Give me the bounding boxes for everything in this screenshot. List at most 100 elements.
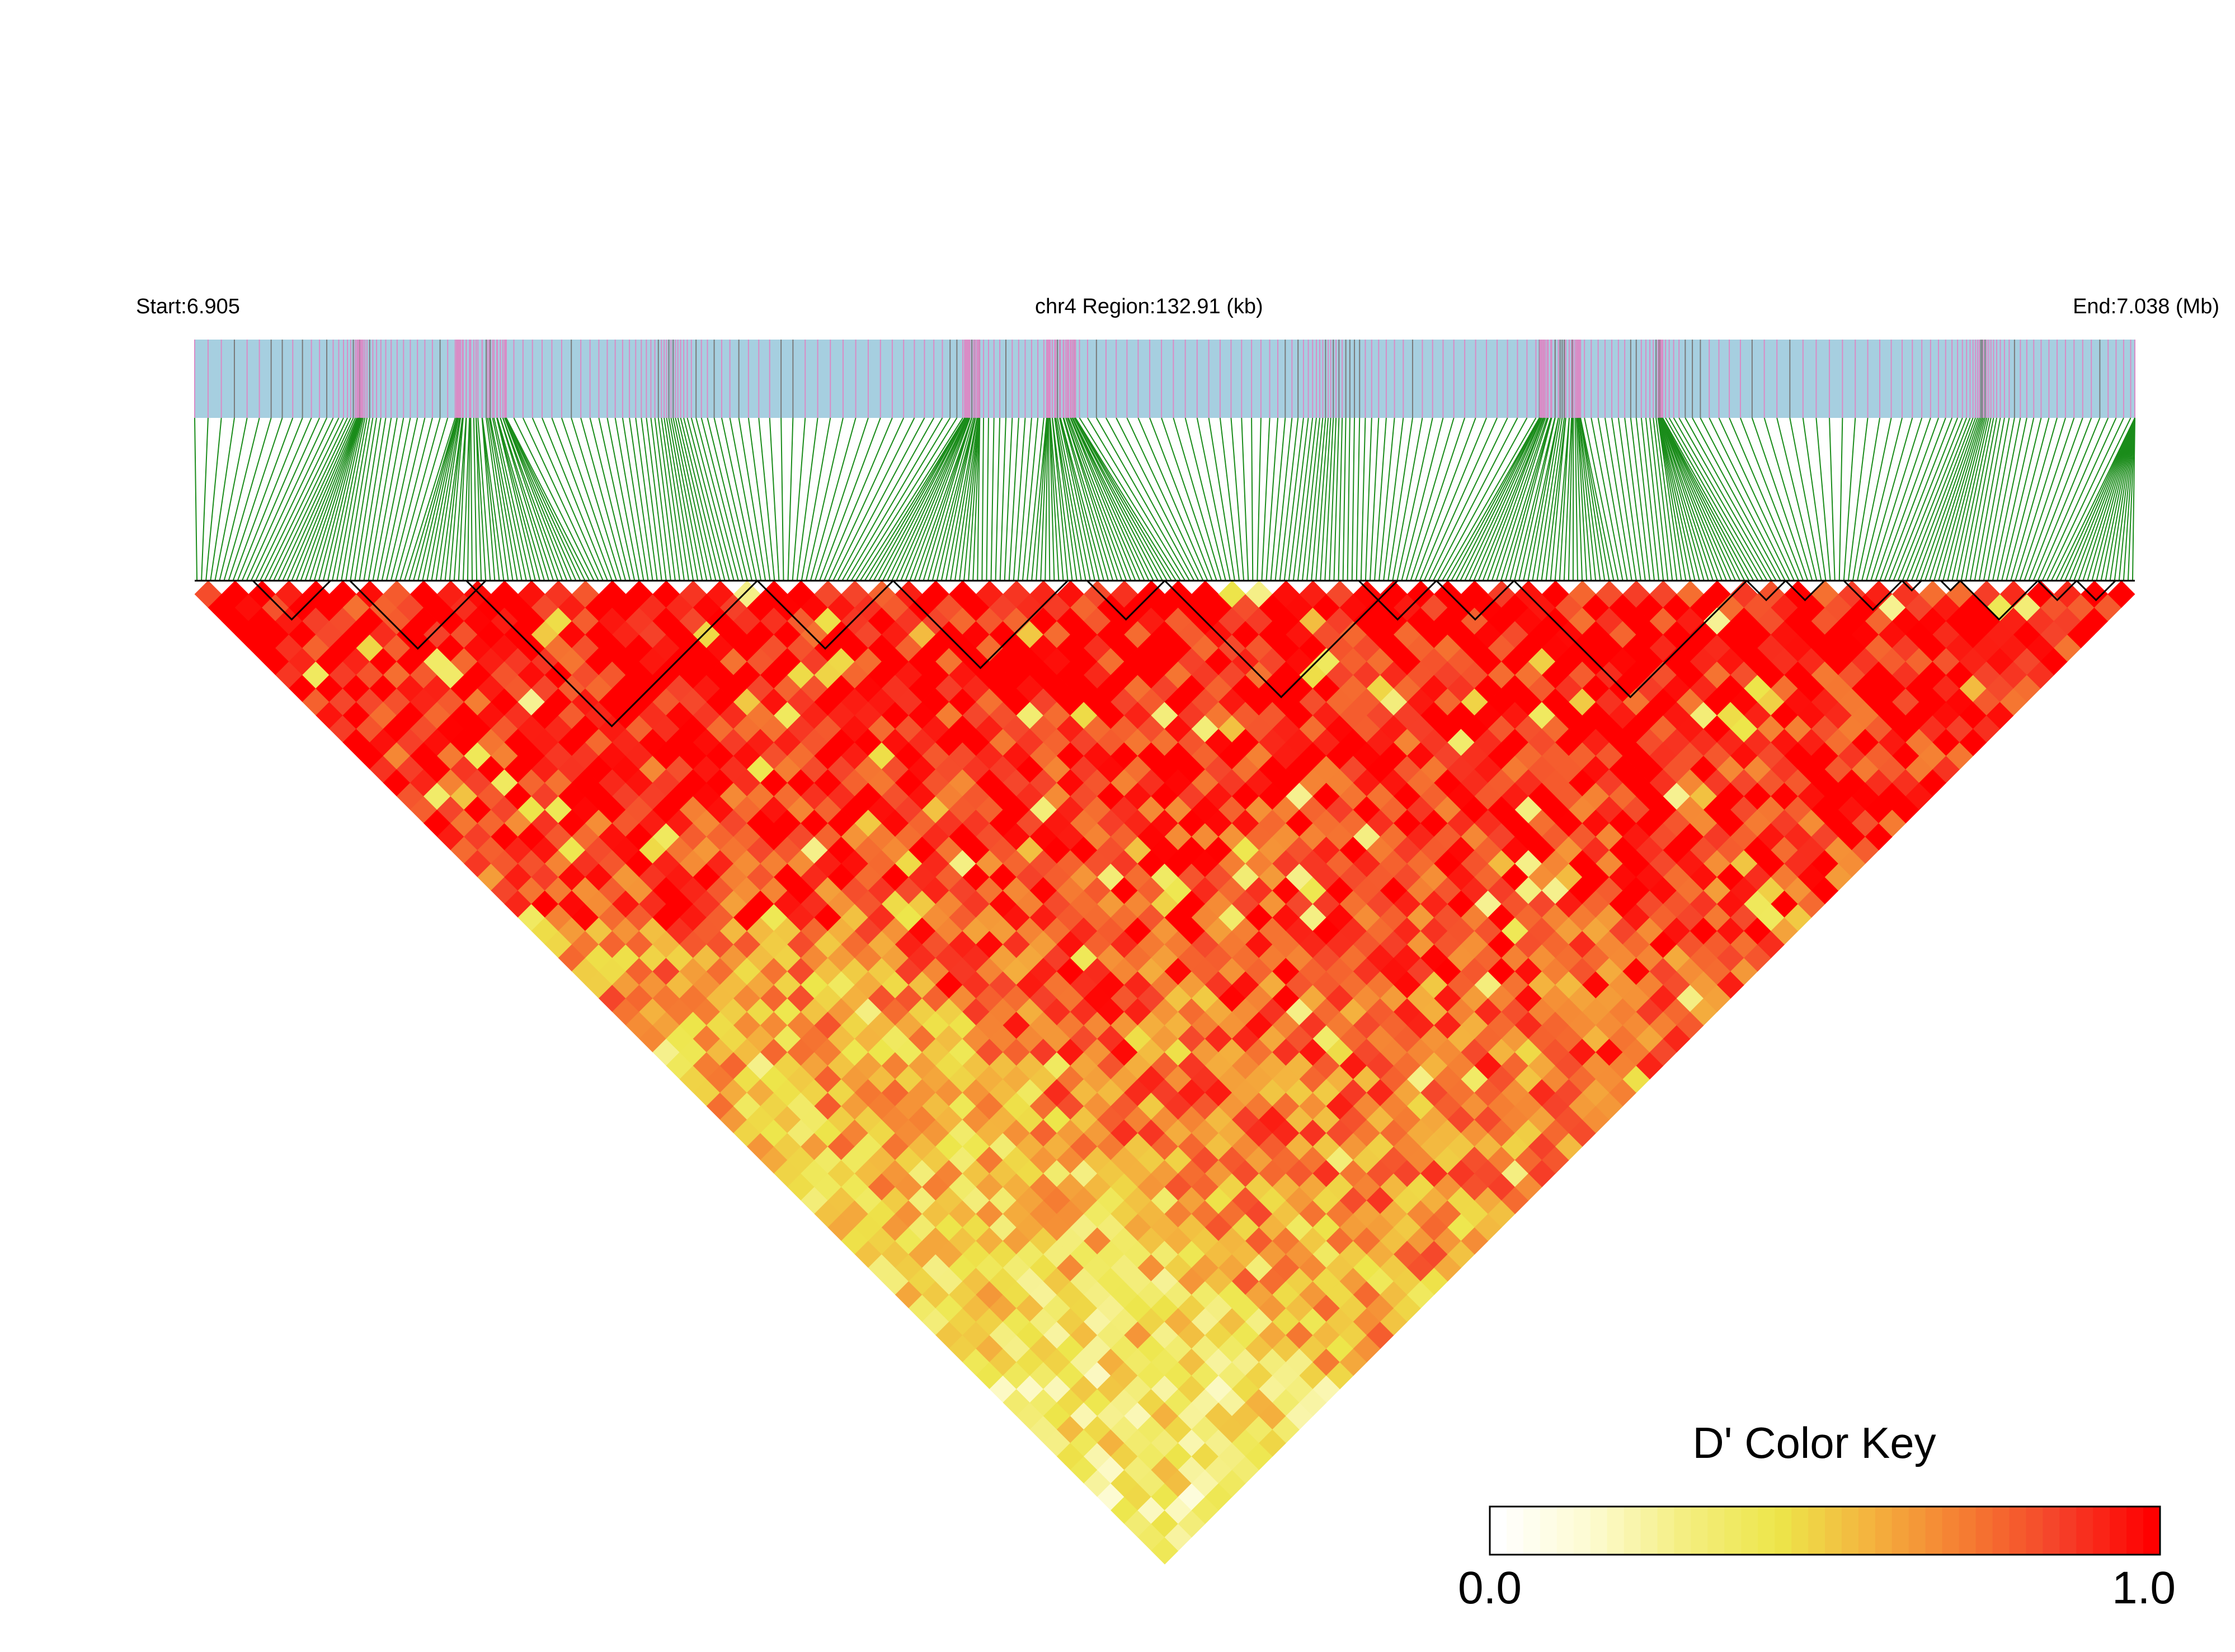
snp-connector-line: [1297, 417, 1317, 581]
snp-connector-line: [1378, 417, 1395, 581]
snp-connector-line: [1925, 417, 1980, 581]
snp-connector-line: [729, 417, 762, 581]
snp-connector-line: [1137, 417, 1208, 581]
color-key-cell: [2009, 1507, 2027, 1555]
snp-connector-line: [1579, 417, 1610, 581]
color-key-cell: [1858, 1507, 1876, 1555]
snp-connector-line: [864, 417, 966, 581]
color-key-cell: [1875, 1507, 1893, 1555]
snp-connector-line: [390, 417, 433, 581]
snp-connector-line: [1997, 417, 2035, 581]
snp-connector-line: [2019, 417, 2075, 581]
snp-connector-line: [1655, 417, 1678, 581]
snp-connector-line: [1661, 417, 1741, 581]
snp-connector-line: [1919, 417, 1978, 581]
snp-connector-line: [1763, 417, 1813, 581]
snp-connector-line: [1969, 417, 2001, 581]
snp-connector-line: [1718, 417, 1795, 581]
snp-connector-line: [1065, 417, 1123, 581]
color-key-cell: [1490, 1507, 1507, 1555]
snp-connector-line: [2127, 417, 2135, 581]
haplotype-block-outline: [1358, 580, 1437, 621]
snp-connector-line: [2064, 417, 2135, 581]
snp-connector-line: [1423, 417, 1498, 581]
snp-connector-line: [431, 417, 460, 581]
snp-connector-line: [606, 417, 640, 581]
snp-connector-line: [945, 417, 978, 581]
haplotype-block-outline: [465, 580, 758, 728]
haplotype-block-outline: [252, 580, 331, 621]
color-key-cell: [1657, 1507, 1675, 1555]
snp-connector-line: [963, 417, 980, 581]
snp-connector-line: [1685, 417, 1777, 581]
snp-connector-line: [2055, 417, 2135, 581]
snp-connector-line: [1333, 417, 1340, 581]
snp-connector-line: [504, 417, 572, 581]
haplotype-block-outline: [1746, 580, 1786, 601]
snp-connector-line: [666, 417, 694, 581]
snp-connector-line: [1491, 417, 1548, 581]
snp-connector-line: [1915, 417, 1977, 581]
snp-connector-line: [1645, 417, 1664, 581]
snp-connector-line: [589, 417, 631, 581]
snp-connector-line: [2050, 417, 2132, 581]
snp-connector-line: [1852, 417, 1881, 581]
snp-connector-line: [223, 417, 272, 581]
snp-connector-line: [1446, 417, 1540, 581]
color-key-cell: [1506, 1507, 1524, 1555]
snp-connector-line: [504, 417, 577, 581]
snp-connector-line: [1700, 417, 1786, 581]
snp-connector-line: [2069, 417, 2135, 581]
snp-connector-line: [1338, 417, 1343, 581]
snp-connector-line: [341, 417, 370, 581]
snp-connector-line: [841, 417, 935, 581]
color-key-cell: [2043, 1507, 2060, 1555]
snp-connector-line: [277, 417, 354, 581]
color-key-cell: [2059, 1507, 2077, 1555]
snp-connector-line: [453, 417, 467, 581]
snp-connector-line: [502, 417, 563, 581]
snp-connector-line: [1356, 417, 1361, 581]
color-key-cell: [1758, 1507, 1775, 1555]
snp-connector-line: [1776, 417, 1818, 581]
snp-connector-line: [873, 417, 966, 581]
snp-connector-line: [1054, 417, 1082, 581]
snp-connector-line: [500, 417, 554, 581]
snp-connector-line: [859, 417, 963, 581]
snp-connector-line: [1075, 417, 1177, 581]
snp-connector-line: [2060, 417, 2135, 581]
color-key-min-label: 0.0: [1458, 1562, 1522, 1613]
snp-connector-line: [1161, 417, 1217, 581]
snp-connector-line: [1055, 417, 1086, 581]
snp-connector-line: [2087, 417, 2135, 581]
snp-connector-line: [295, 417, 360, 581]
color-key-cell: [2126, 1507, 2144, 1555]
snp-connector-line: [2032, 417, 2101, 581]
snp-connector-line: [1060, 417, 1100, 581]
snp-connector-line: [1951, 417, 1989, 581]
snp-connector-line: [909, 417, 971, 581]
snp-connector-line: [769, 417, 780, 581]
snp-connector-line: [1173, 417, 1222, 581]
snp-connector-line: [1514, 417, 1556, 581]
snp-connector-line: [1906, 417, 1971, 581]
snp-connector-line: [1843, 417, 1856, 581]
snp-connector-line: [1536, 417, 1563, 581]
snp-connector-line: [1044, 417, 1048, 581]
snp-connector-line: [250, 417, 327, 581]
snp-connector-line: [318, 417, 362, 581]
snp-connector-line: [1866, 417, 1913, 581]
snp-connector-line: [237, 417, 303, 581]
color-key-cell: [1908, 1507, 1926, 1555]
color-key: D' Color Key 0.0 1.0: [1458, 1418, 2176, 1613]
snp-connector-line: [1661, 417, 1745, 581]
haplotype-block-outline: [1843, 580, 1903, 611]
snp-connector-line: [1455, 417, 1541, 581]
snp-connector-line: [598, 417, 636, 581]
snp-connector-line: [219, 417, 260, 581]
snp-connector-line: [1657, 417, 1687, 581]
snp-connector-line: [905, 417, 970, 581]
snp-connector-line: [1049, 417, 1055, 581]
snp-connector-line: [999, 417, 1007, 581]
